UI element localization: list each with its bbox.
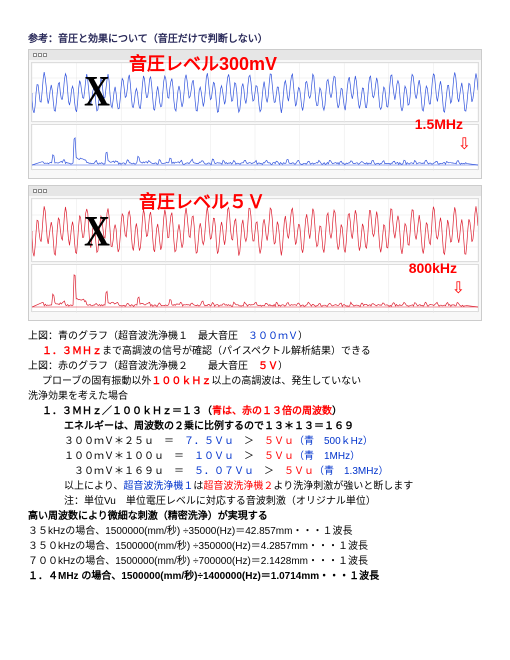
waveform-pane [31,198,479,262]
waveform-pane [31,62,479,122]
spectrum-svg [32,125,478,171]
text-line: １．３ＭＨｚまで高調波の信号が確認（パイスペクトル解析結果）できる [28,344,482,359]
waveform-svg [32,199,478,263]
text-line: １．３ＭＨｚ／１００ｋＨｚ＝１３（青は、赤の１３倍の周波数） [28,404,482,419]
analysis-text: 上図：青のグラフ（超音波洗浄機１ 最大音圧 ３００ｍＶ） １．３ＭＨｚまで高調波… [28,329,482,584]
text-line: ３５０kHzの場合、1500000(mm/秒) ÷350000(Hz)＝4.28… [28,539,482,554]
chart-toolbar [29,50,481,60]
text-line: ７００kHzの場合、1500000(mm/秒) ÷700000(Hz)＝2.14… [28,554,482,569]
text-line: 上図：青のグラフ（超音波洗浄機１ 最大音圧 ３００ｍＶ） [28,329,482,344]
text-line: １．４MHz の場合、1500000(mm/秒)÷1400000(Hz)＝1.0… [28,569,482,584]
spectrum-pane [31,264,479,312]
chart-blue: 音圧レベル300mV X 1.5MHz ⇩ [28,49,482,179]
text-line: 洗浄効果を考えた場合 [28,389,482,404]
text-line: ３０ｍＶ＊１６９ｕ ＝ ５．０７Ｖｕ ＞ ５Ｖｕ（青 1.3MHz） [28,464,482,479]
text-line: 以上により、超音波洗浄機１は超音波洗浄機２より洗浄刺激が強いと断します [28,479,482,494]
text-line: 高い周波数により微細な刺激（精密洗浄）が実現する [28,509,482,524]
text-line: １００ｍＶ＊１００ｕ ＝ １０Ｖｕ ＞ ５Ｖｕ（青 1MHz） [28,449,482,464]
chart-toolbar [29,186,481,196]
text-line: ３００ｍＶ＊２５ｕ ＝ ７．５Ｖｕ ＞ ５Ｖｕ（青 500ｋHz） [28,434,482,449]
text-line: ３５kHzの場合、1500000(mm/秒) ÷35000(Hz)＝42.857… [28,524,482,539]
text-line: 注：単位Vu 単位電圧レベルに対応する音波刺激（オリジナル単位） [28,494,482,509]
text-line: 上図：赤のグラフ（超音波洗浄機２ 最大音圧 ５Ｖ） [28,359,482,374]
text-line: プローブの固有振動以外１００ｋＨｚ以上の高調波は、発生していない [28,374,482,389]
page-heading: 参考：音圧と効果について（音圧だけで判断しない） [28,30,482,45]
spectrum-svg [32,265,478,313]
chart-red: 音圧レベル５Ｖ X 800kHz ⇩ [28,185,482,321]
spectrum-pane [31,124,479,170]
text-line: エネルギーは、周波数の２乗に比例するので１３＊１３＝１６９ [28,419,482,434]
waveform-svg [32,63,478,123]
